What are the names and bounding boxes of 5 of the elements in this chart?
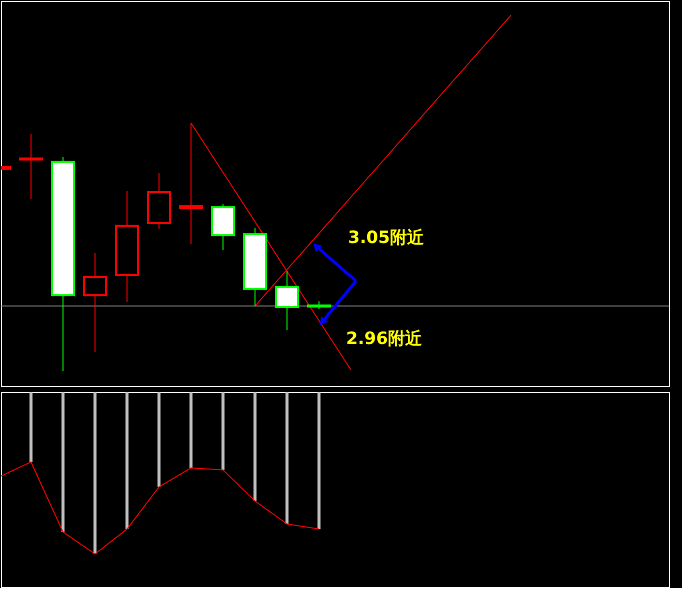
annotation: 3.05附近 xyxy=(348,228,425,248)
annotation: 2.96附近 xyxy=(346,329,423,349)
candlestick xyxy=(19,133,43,200)
candlestick xyxy=(275,270,299,331)
candlestick xyxy=(83,252,107,352)
